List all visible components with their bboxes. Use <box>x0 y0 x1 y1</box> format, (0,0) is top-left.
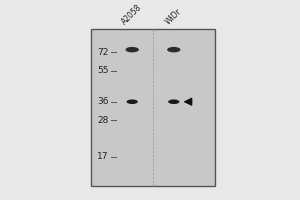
Text: WiDr: WiDr <box>164 7 184 27</box>
Text: 55: 55 <box>97 66 108 75</box>
Text: 17: 17 <box>97 152 108 161</box>
Text: 28: 28 <box>97 116 108 125</box>
Text: 36: 36 <box>97 97 108 106</box>
Bar <box>91 29 215 186</box>
Ellipse shape <box>168 99 179 104</box>
Text: A2058: A2058 <box>120 3 144 27</box>
Ellipse shape <box>167 47 181 52</box>
Ellipse shape <box>127 99 138 104</box>
Ellipse shape <box>125 47 139 52</box>
Text: 72: 72 <box>97 48 108 57</box>
